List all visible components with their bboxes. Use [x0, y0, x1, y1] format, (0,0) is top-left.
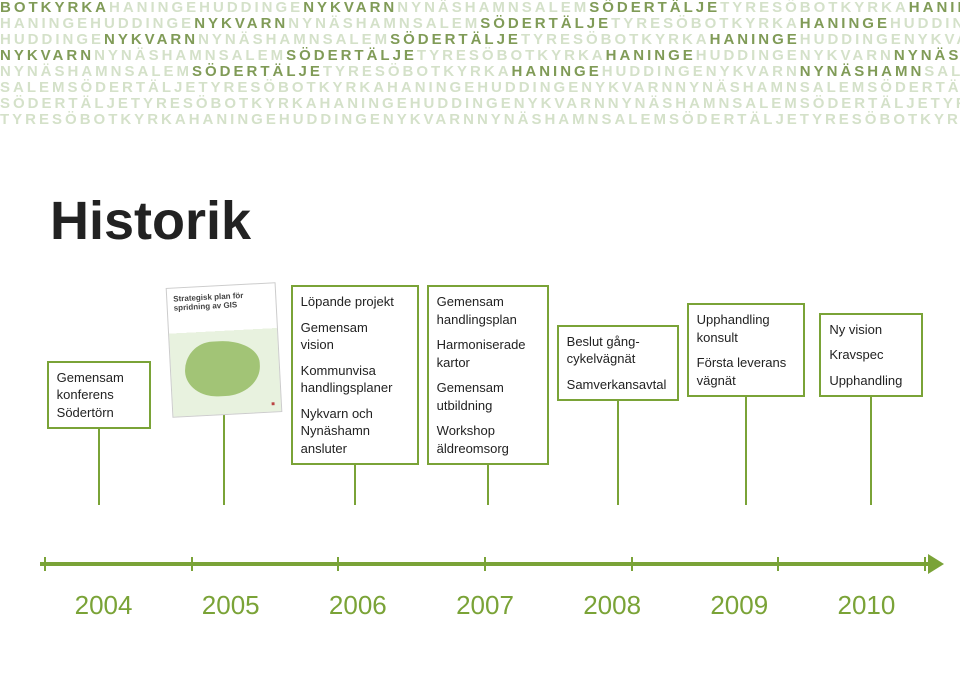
thumbnail-map-shape [184, 340, 262, 399]
timeline-stem [617, 401, 619, 505]
header-line: NYNÄSHAMNSALEMSÖDERTÄLJETYRESÖBOTKYRKAHA… [0, 64, 960, 80]
timeline-tick [337, 557, 339, 571]
timeline-column: Gemensam handlingsplan Harmoniserade kart… [427, 285, 549, 505]
timeline-stem [223, 415, 225, 505]
header-line: SALEMSÖDERTÄLJETYRESÖBOTKYRKAHANINGEHUDD… [0, 80, 960, 96]
timeline-stem [745, 397, 747, 505]
timeline-event-box: Ny vision Kravspec Upphandling [819, 313, 923, 398]
timeline-event-item: Harmoniserade kartor [437, 336, 539, 371]
timeline-event-item: Beslut gång- cykelvägnät [567, 333, 669, 368]
timeline-year-label: 2008 [549, 590, 676, 621]
timeline-event-item: Kommunvisa handlingsplaner [301, 362, 409, 397]
timeline-stem [98, 429, 100, 505]
timeline-event-box: Gemensam konferens Södertörn [47, 361, 151, 430]
timeline-event-item: Upphandling [829, 372, 913, 390]
header-line: TYRESÖBOTKYRKAHANINGEHUDDINGENYKVARNNYNÄ… [0, 112, 960, 128]
timeline-stem [487, 465, 489, 505]
timeline-year-label: 2005 [167, 590, 294, 621]
timeline-tick [777, 557, 779, 571]
timeline-event-item: Ny vision [829, 321, 913, 339]
timeline-arrowhead [928, 554, 944, 574]
timeline-years: 2004200520062007200820092010 [40, 590, 930, 621]
header-line: HANINGEHUDDINGENYKVARNNYNÄSHAMNSALEMSÖDE… [0, 16, 960, 32]
timeline-ticks [40, 557, 930, 571]
timeline [40, 562, 930, 566]
timeline-column: Upphandling konsult Första leverans vägnä… [687, 303, 805, 505]
timeline-column: Löpande projekt Gemensam vision Kommunvisa… [291, 285, 419, 505]
timeline-column: Ny vision Kravspec Upphandling [813, 313, 930, 506]
timeline-tick [484, 557, 486, 571]
timeline-tick [191, 557, 193, 571]
timeline-event-item: Kravspec [829, 346, 913, 364]
timeline-event-item: Gemensam handlingsplan [437, 293, 539, 328]
timeline-event-item: Samverkansavtal [567, 376, 669, 394]
timeline-stem [870, 397, 872, 505]
page-title: Historik [50, 190, 251, 252]
timeline-year-label: 2006 [294, 590, 421, 621]
header-background-text: BOTKYRKAHANINGEHUDDINGENYKVARNNYNÄSHAMNS… [0, 0, 960, 130]
header-line: NYKVARNNYNÄSHAMNSALEMSÖDERTÄLJETYRESÖBOT… [0, 48, 960, 64]
timeline-event-item: Gemensam konferens Södertörn [57, 369, 141, 422]
timeline-stem [354, 465, 356, 505]
timeline-year-label: 2007 [421, 590, 548, 621]
timeline-axis [40, 562, 930, 566]
timeline-tick [44, 557, 46, 571]
timeline-tick [924, 557, 926, 571]
timeline-boxes-row: Gemensam konferens Södertörn Strategisk p… [40, 285, 930, 505]
thumbnail-logo: ■ [271, 402, 275, 408]
timeline-event-item: Gemensam vision [301, 319, 409, 354]
timeline-tick [631, 557, 633, 571]
timeline-event-box: Löpande projekt Gemensam vision Kommunvisa… [291, 285, 419, 465]
header-line: BOTKYRKAHANINGEHUDDINGENYKVARNNYNÄSHAMNS… [0, 0, 960, 16]
timeline-event-item: Upphandling konsult [697, 311, 795, 346]
timeline-event-item: Löpande projekt [301, 293, 409, 311]
timeline-year-label: 2004 [40, 590, 167, 621]
timeline-event-item: Första leverans vägnät [697, 354, 795, 389]
timeline-event-item: Workshop äldreomsorg [437, 422, 539, 457]
timeline-event-box: Beslut gång- cykelvägnät Samverkansavtal [557, 325, 679, 402]
header-line: SÖDERTÄLJETYRESÖBOTKYRKAHANINGEHUDDINGEN… [0, 96, 960, 112]
timeline-column: Strategisk plan för spridning av GIS ■ [165, 285, 282, 505]
timeline-year-label: 2009 [676, 590, 803, 621]
thumbnail-title: Strategisk plan för spridning av GIS [173, 290, 270, 313]
timeline-event-item: Gemensam utbildning [437, 379, 539, 414]
timeline-year-label: 2010 [803, 590, 930, 621]
timeline-event-item: Nykvarn och Nynäshamn ansluter [301, 405, 409, 458]
timeline-event-box: Upphandling konsult Första leverans vägnä… [687, 303, 805, 397]
timeline-event-box: Gemensam handlingsplan Harmoniserade kart… [427, 285, 549, 465]
document-thumbnail: Strategisk plan för spridning av GIS ■ [166, 283, 283, 419]
timeline-column: Gemensam konferens Södertörn [40, 361, 157, 506]
header-line: HUDDINGENYKVARNNYNÄSHAMNSALEMSÖDERTÄLJET… [0, 32, 960, 48]
timeline-column: Beslut gång- cykelvägnät Samverkansavtal [557, 325, 679, 506]
